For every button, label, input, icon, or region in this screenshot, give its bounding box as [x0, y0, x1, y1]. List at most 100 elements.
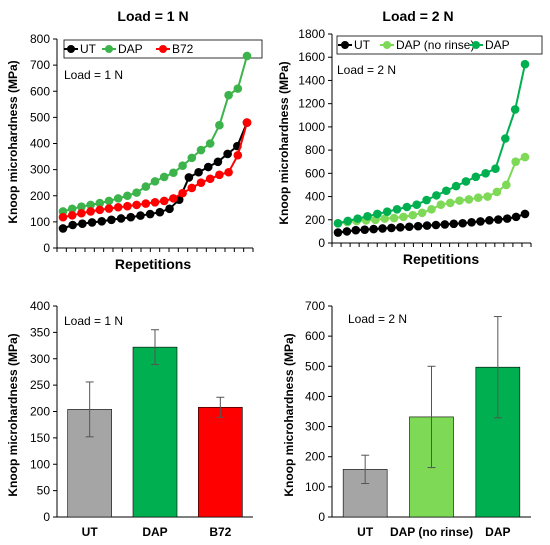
y-axis-label: Knoop microhardness (MPa) [282, 333, 296, 496]
legend-box [336, 35, 543, 55]
y-tick-label: 1200 [298, 97, 325, 111]
data-point [333, 228, 343, 237]
chart-title: Load = 2 N [382, 8, 453, 24]
chart-annotation: Load = 2 N [337, 63, 396, 77]
data-point [369, 224, 378, 234]
data-point [165, 204, 174, 214]
data-point [402, 202, 412, 212]
data-point [213, 157, 223, 167]
data-point [483, 192, 492, 201]
y-tick-label: 200 [305, 213, 325, 227]
chart-annotation: Load = 1 N [64, 314, 123, 328]
y-tick-label: 0 [318, 236, 325, 250]
series-dap-no-rinse [333, 152, 530, 228]
y-tick-label: 200 [305, 450, 325, 464]
data-point [511, 157, 520, 167]
data-point [427, 205, 436, 214]
series-dap [333, 59, 530, 228]
data-point [392, 205, 402, 214]
data-point [233, 150, 243, 160]
data-point [491, 164, 500, 173]
legend-swatch-marker [341, 41, 349, 49]
x-axis-label: Repetitions [115, 256, 191, 272]
y-tick-label: 300 [30, 163, 50, 177]
data-point [492, 187, 502, 197]
data-point [104, 204, 114, 213]
data-point [194, 167, 203, 177]
data-point [78, 219, 87, 229]
plot-area: 0 100 200 300 400 500 600 700 UT DAP (no rinse) DA… [305, 299, 531, 539]
data-point [422, 221, 432, 230]
bar [132, 346, 178, 518]
legend-item-ut: UT [338, 38, 371, 52]
data-point [389, 213, 399, 223]
data-point [178, 188, 187, 198]
data-point [104, 196, 114, 206]
data-point [145, 209, 155, 219]
data-point [187, 183, 197, 193]
y-tick-label: 800 [305, 143, 325, 157]
legend-label: DAP [118, 42, 143, 56]
data-point [408, 210, 418, 220]
y-tick-label: 400 [305, 389, 325, 403]
data-point [353, 214, 362, 223]
plot-area: 0 100 200 300 400 500 600 700 800 [30, 32, 254, 255]
data-point [224, 167, 233, 177]
y-tick-label: 700 [305, 299, 325, 313]
data-point [159, 196, 169, 206]
legend-item-dap: DAP [102, 42, 143, 56]
data-point [464, 195, 474, 204]
series-ut [58, 118, 252, 233]
bar-group-dap: DAP [132, 329, 178, 539]
y-tick-label: 100 [305, 480, 325, 494]
series-dap [58, 51, 252, 216]
data-point [502, 214, 512, 223]
data-point [485, 216, 494, 225]
bar-group-dap-no-rinse: DAP (no rinse) [390, 365, 473, 539]
data-point [382, 207, 392, 216]
data-point [86, 200, 95, 210]
bar-group-ut: UT [67, 381, 112, 539]
data-point [343, 216, 353, 226]
data-point [363, 211, 372, 221]
y-tick-label: 500 [30, 110, 50, 124]
data-point [373, 209, 382, 219]
chart-title: Load = 1 N [117, 8, 188, 24]
legend: UT DAP (no rinse) DAP [336, 35, 543, 55]
bar-group-b72: B72 [198, 396, 243, 539]
data-point [436, 200, 446, 209]
data-point [196, 145, 206, 155]
y-axis-label: Knoop microhardness (MPa) [6, 333, 20, 496]
data-point [95, 205, 105, 215]
y-tick-label: 50 [37, 484, 51, 498]
data-point [351, 225, 361, 235]
legend-swatch-marker [383, 41, 391, 49]
data-point [196, 178, 206, 187]
series-line [337, 213, 526, 234]
bar-group-dap: DAP [475, 316, 521, 539]
data-point [150, 197, 160, 207]
category-label: B72 [209, 525, 231, 539]
data-point [455, 196, 464, 205]
y-tick-label: 1800 [298, 27, 325, 41]
data-point [178, 161, 187, 171]
y-tick-label: 800 [30, 32, 50, 46]
legend-label: UT [354, 38, 371, 52]
data-point [422, 195, 431, 205]
axes: 0 200 400 600 800 1000 1200 1400 1600 1800 [298, 27, 532, 250]
y-tick-label: 1400 [298, 73, 325, 87]
x-axis-label: Repetitions [403, 251, 479, 267]
data-point [136, 211, 145, 220]
data-point [396, 223, 405, 232]
data-point [187, 153, 197, 163]
data-point [132, 200, 141, 210]
y-tick-label: 300 [305, 420, 325, 434]
data-point [471, 172, 481, 182]
data-point [510, 105, 520, 114]
axes: 0 100 200 300 400 500 600 700 800 [30, 32, 254, 255]
y-tick-label: 0 [43, 510, 50, 524]
data-point [449, 219, 459, 229]
data-point [412, 200, 422, 209]
category-label: DAP [142, 525, 167, 539]
data-point [116, 214, 126, 223]
